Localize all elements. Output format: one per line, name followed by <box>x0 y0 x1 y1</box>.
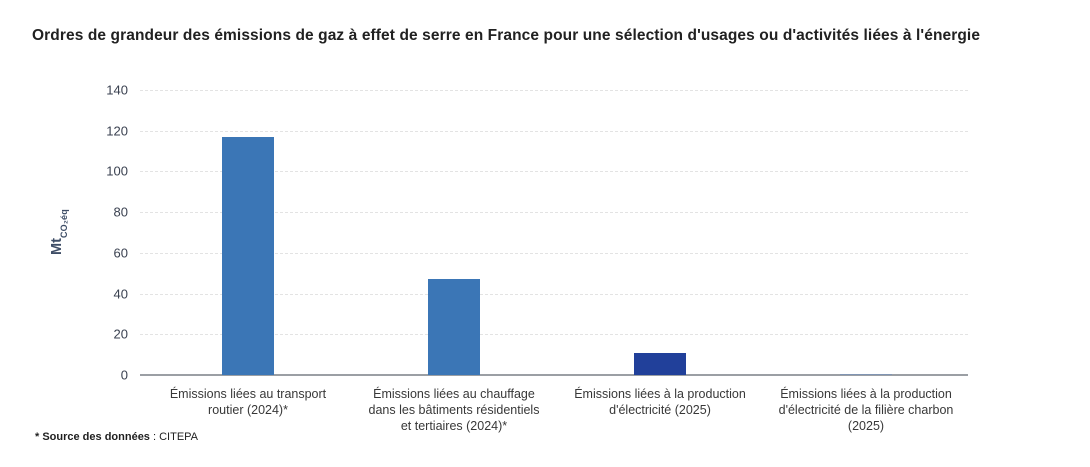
x-label-3: Émissions liées à la production d'électr… <box>574 387 746 417</box>
x-label-1: Émissions liées au transport routier (20… <box>169 387 327 417</box>
bar-slot-3 <box>557 90 763 375</box>
y-axis-title-sub: CO₂éq <box>58 209 69 239</box>
source-note-label: * Source des données <box>35 431 150 443</box>
bar-2 <box>428 279 480 375</box>
gridline-120 <box>140 130 968 132</box>
y-tick-140: 140 <box>106 82 128 98</box>
source-note: * Source des données : CITEPA <box>35 431 198 443</box>
chart-title: Ordres de grandeur des émissions de gaz … <box>32 27 981 44</box>
source-note-value: : CITEPA <box>149 431 199 443</box>
y-tick-40: 40 <box>113 286 128 302</box>
y-tick-100: 100 <box>106 163 128 179</box>
gridline-40 <box>140 293 968 295</box>
gridline-60 <box>140 252 968 254</box>
bar-3 <box>634 352 686 375</box>
bar-slot-2 <box>351 90 557 375</box>
bar-slot-4 <box>763 90 969 375</box>
x-axis-labels: Émissions liées au transport routier (20… <box>145 386 969 434</box>
x-label-2: Émissions liées au chauffage dans les bâ… <box>368 387 540 433</box>
x-axis-line <box>140 374 968 376</box>
x-label-4: Émissions liées à la production d'électr… <box>778 387 954 433</box>
gridline-100 <box>140 171 968 173</box>
bar-slot-1 <box>145 90 351 375</box>
y-tick-0: 0 <box>120 367 128 383</box>
y-tick-20: 20 <box>113 326 128 342</box>
bar-1 <box>222 136 274 375</box>
plot-area: 0 20 40 60 80 100 120 140 <box>106 83 968 383</box>
bars <box>145 90 969 375</box>
gridline-80 <box>140 212 968 214</box>
y-axis-title: MtCO₂éq <box>49 209 69 255</box>
gridline-20 <box>140 334 968 336</box>
y-tick-60: 60 <box>113 245 128 261</box>
y-tick-120: 120 <box>106 123 128 139</box>
bar-4 <box>840 373 892 375</box>
gridline-140 <box>140 90 968 91</box>
y-tick-80: 80 <box>113 204 128 220</box>
y-axis-title-main: Mt <box>49 238 66 255</box>
